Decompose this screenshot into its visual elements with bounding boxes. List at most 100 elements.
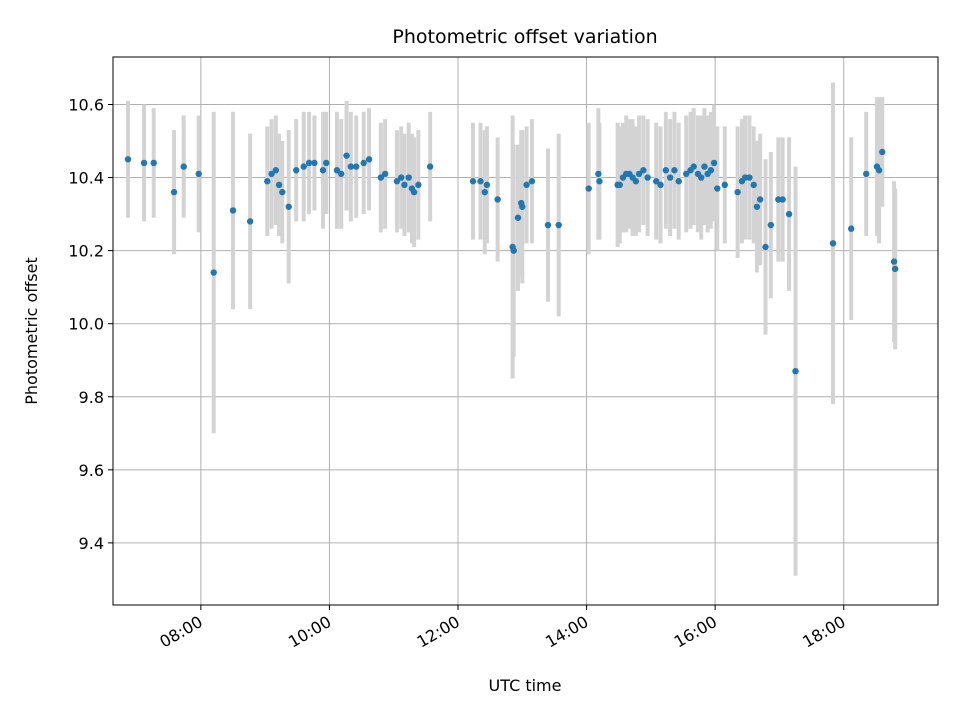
y-axis-label: Photometric offset xyxy=(22,257,41,405)
data-point xyxy=(875,167,883,174)
data-point xyxy=(657,181,664,189)
data-point xyxy=(514,214,522,221)
data-point xyxy=(343,152,350,159)
data-point xyxy=(714,185,721,192)
data-point xyxy=(890,258,898,265)
x-grid xyxy=(200,57,845,605)
data-point xyxy=(523,181,530,189)
data-point xyxy=(510,247,517,254)
data-point xyxy=(311,159,318,167)
data-point xyxy=(381,170,389,178)
data-points xyxy=(124,148,899,375)
data-point xyxy=(323,159,330,167)
data-point xyxy=(300,163,307,170)
data-point xyxy=(401,181,408,189)
data-point xyxy=(707,167,715,174)
y-tick-label: 10.6 xyxy=(68,95,104,114)
data-point xyxy=(210,269,217,276)
data-point xyxy=(360,159,367,167)
data-point xyxy=(347,163,355,170)
data-point xyxy=(635,170,643,178)
data-point xyxy=(848,225,855,232)
data-point xyxy=(779,196,786,203)
data-point xyxy=(305,159,313,167)
data-point xyxy=(891,265,899,273)
data-point xyxy=(365,156,373,163)
data-point xyxy=(721,181,728,189)
data-point xyxy=(377,174,385,181)
data-point xyxy=(675,178,682,185)
data-point xyxy=(519,203,526,210)
data-point xyxy=(879,148,886,156)
data-point xyxy=(701,163,708,170)
data-point xyxy=(785,210,793,218)
data-point xyxy=(671,167,678,174)
chart-title: Photometric offset variation xyxy=(392,26,657,48)
data-point xyxy=(750,181,757,189)
data-point xyxy=(272,167,280,174)
data-point xyxy=(746,174,753,181)
data-point xyxy=(596,178,603,185)
data-point xyxy=(644,174,651,181)
data-point xyxy=(393,178,401,185)
data-point xyxy=(353,163,360,170)
data-point xyxy=(698,174,705,181)
data-point xyxy=(753,203,761,210)
data-point xyxy=(662,167,670,174)
data-point xyxy=(140,159,148,167)
data-point xyxy=(756,196,764,203)
data-point xyxy=(293,167,300,174)
data-point xyxy=(544,221,552,229)
y-tick-label: 9.4 xyxy=(79,534,104,553)
data-point xyxy=(268,170,275,178)
data-point xyxy=(555,221,562,229)
data-point xyxy=(666,174,674,181)
data-point xyxy=(333,167,341,174)
x-axis-label: UTC time xyxy=(489,676,562,695)
data-point xyxy=(275,181,283,189)
data-point xyxy=(595,170,602,178)
data-point xyxy=(710,159,718,167)
data-point xyxy=(483,181,491,189)
data-point xyxy=(528,178,536,185)
y-tick-label: 10.2 xyxy=(68,242,104,261)
data-point xyxy=(640,167,647,174)
data-point xyxy=(398,174,405,181)
y-axis-ticks: 9.4 9.6 9.8 10.0 10.2 10.4 10.6 xyxy=(68,95,113,553)
y-tick-label: 10.0 xyxy=(68,315,104,334)
data-point xyxy=(632,178,640,185)
plot-frame xyxy=(112,56,939,606)
data-point xyxy=(762,243,769,251)
data-point xyxy=(229,207,237,214)
data-point xyxy=(279,188,286,196)
data-point xyxy=(195,170,202,178)
data-point xyxy=(285,203,292,210)
y-tick-label: 10.4 xyxy=(68,169,104,188)
y-tick-label: 9.6 xyxy=(79,461,104,480)
data-point xyxy=(863,170,870,178)
data-point xyxy=(338,170,345,178)
data-point xyxy=(585,185,592,192)
data-point xyxy=(767,221,775,229)
data-point xyxy=(180,163,187,170)
data-point xyxy=(415,181,422,189)
y-tick-label: 9.8 xyxy=(79,388,104,407)
data-point xyxy=(690,163,697,170)
data-point xyxy=(410,188,418,196)
data-point xyxy=(683,170,690,178)
data-point xyxy=(481,188,488,196)
data-point xyxy=(246,218,254,225)
data-point xyxy=(494,196,501,203)
data-point xyxy=(477,178,484,185)
data-point xyxy=(405,174,412,181)
data-point xyxy=(264,178,271,185)
data-point xyxy=(653,178,660,185)
data-point xyxy=(469,178,477,185)
data-point xyxy=(829,240,837,247)
data-point xyxy=(124,156,132,163)
data-point xyxy=(150,159,157,167)
data-point xyxy=(319,167,327,174)
data-point xyxy=(426,163,434,170)
